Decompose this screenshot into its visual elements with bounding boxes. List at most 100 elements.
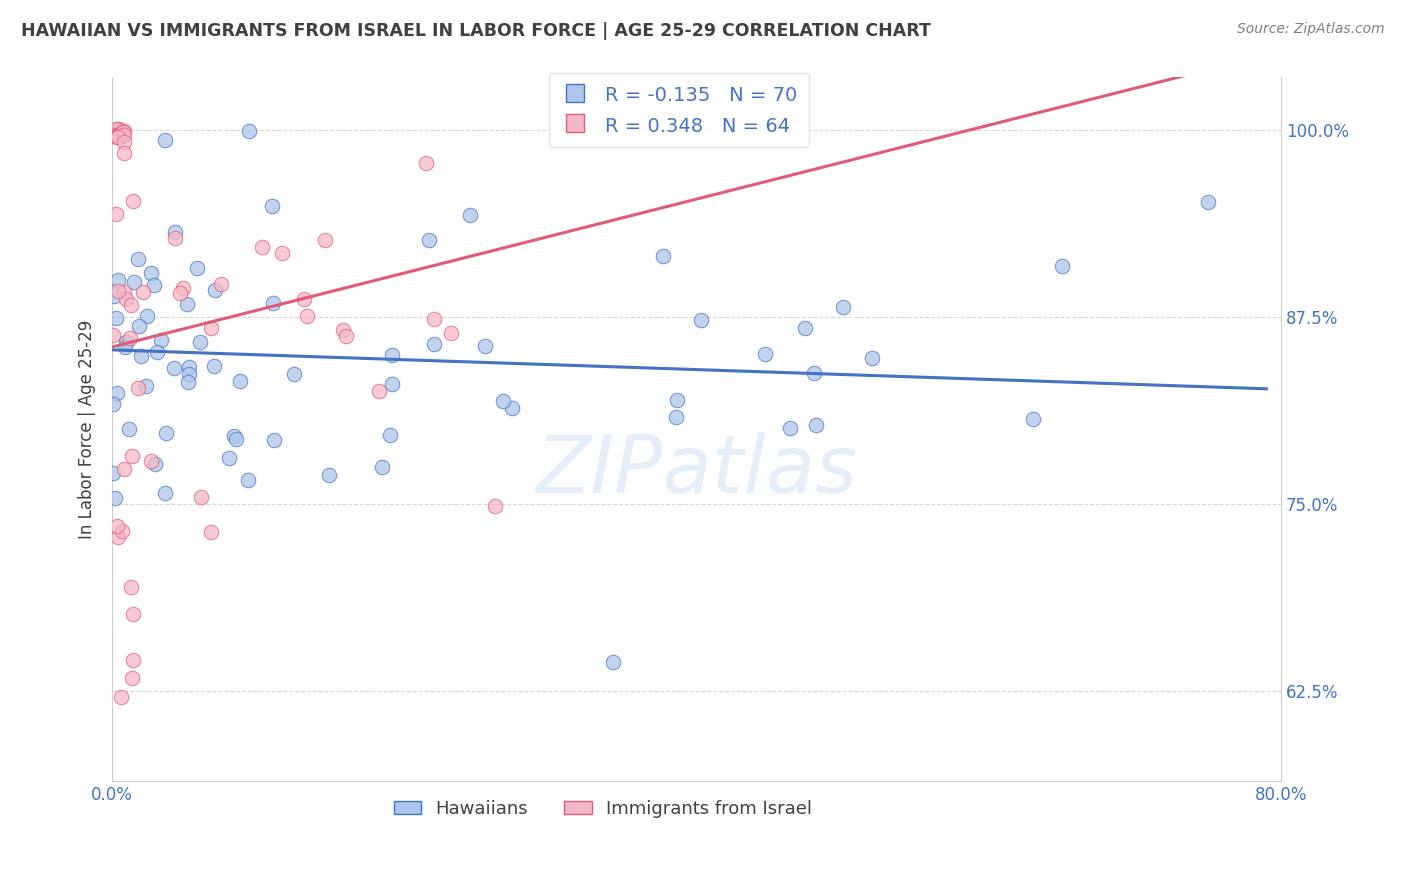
Point bbox=[314, 233, 336, 247]
Point bbox=[107, 530, 129, 544]
Point bbox=[104, 121, 127, 136]
Point bbox=[367, 384, 389, 398]
Point bbox=[110, 126, 132, 140]
Point bbox=[484, 499, 506, 513]
Point bbox=[602, 655, 624, 669]
Point bbox=[135, 379, 157, 393]
Point bbox=[689, 312, 711, 326]
Point bbox=[779, 421, 801, 435]
Point bbox=[112, 135, 135, 149]
Point bbox=[1021, 411, 1043, 425]
Point bbox=[121, 671, 143, 685]
Point bbox=[381, 377, 404, 392]
Point bbox=[176, 297, 198, 311]
Point bbox=[112, 462, 135, 476]
Point bbox=[651, 249, 673, 263]
Point bbox=[665, 409, 688, 424]
Point bbox=[190, 491, 212, 505]
Point bbox=[101, 128, 124, 142]
Point bbox=[665, 393, 688, 408]
Point bbox=[122, 607, 145, 621]
Point bbox=[492, 393, 515, 408]
Point bbox=[131, 285, 153, 299]
Point bbox=[260, 199, 283, 213]
Point bbox=[112, 125, 135, 139]
Y-axis label: In Labor Force | Age 25-29: In Labor Force | Age 25-29 bbox=[79, 319, 96, 539]
Point bbox=[209, 277, 232, 292]
Point bbox=[107, 273, 129, 287]
Point bbox=[127, 252, 149, 266]
Point bbox=[252, 239, 274, 253]
Point bbox=[188, 335, 211, 350]
Point bbox=[107, 130, 129, 145]
Point bbox=[172, 281, 194, 295]
Point bbox=[501, 401, 523, 415]
Point bbox=[107, 284, 129, 298]
Point bbox=[103, 288, 125, 302]
Point bbox=[108, 121, 131, 136]
Point bbox=[803, 366, 825, 380]
Point bbox=[179, 368, 201, 382]
Point bbox=[145, 345, 167, 359]
Point bbox=[1050, 260, 1073, 274]
Point bbox=[107, 128, 129, 142]
Text: HAWAIIAN VS IMMIGRANTS FROM ISRAEL IN LABOR FORCE | AGE 25-29 CORRELATION CHART: HAWAIIAN VS IMMIGRANTS FROM ISRAEL IN LA… bbox=[21, 22, 931, 40]
Point bbox=[107, 121, 129, 136]
Point bbox=[112, 285, 135, 300]
Point bbox=[238, 473, 260, 487]
Point bbox=[101, 124, 124, 138]
Point bbox=[224, 428, 246, 442]
Point bbox=[458, 208, 481, 222]
Point bbox=[381, 348, 404, 362]
Point bbox=[121, 194, 143, 208]
Point bbox=[793, 320, 815, 334]
Point bbox=[155, 132, 177, 146]
Point bbox=[440, 326, 463, 341]
Point bbox=[121, 449, 143, 463]
Point bbox=[118, 422, 141, 436]
Point bbox=[754, 347, 776, 361]
Point bbox=[143, 278, 166, 293]
Point bbox=[150, 333, 173, 347]
Point bbox=[200, 524, 222, 539]
Point bbox=[120, 581, 142, 595]
Point bbox=[136, 309, 159, 323]
Point bbox=[124, 275, 146, 289]
Point bbox=[423, 337, 446, 351]
Point bbox=[153, 486, 176, 500]
Point bbox=[108, 129, 131, 144]
Point bbox=[474, 339, 496, 353]
Point bbox=[177, 360, 200, 375]
Point bbox=[101, 129, 124, 144]
Point bbox=[163, 360, 186, 375]
Point bbox=[101, 328, 124, 343]
Point bbox=[318, 467, 340, 482]
Point bbox=[292, 293, 315, 307]
Point bbox=[129, 349, 152, 363]
Point bbox=[120, 298, 142, 312]
Point bbox=[225, 432, 247, 446]
Point bbox=[831, 300, 853, 314]
Text: ZIPatlas: ZIPatlas bbox=[536, 433, 858, 510]
Point bbox=[111, 524, 134, 538]
Point bbox=[115, 334, 138, 349]
Point bbox=[169, 286, 191, 301]
Point bbox=[121, 653, 143, 667]
Point bbox=[112, 145, 135, 160]
Point bbox=[104, 207, 127, 221]
Point bbox=[176, 375, 198, 389]
Point bbox=[263, 433, 285, 447]
Point bbox=[105, 385, 128, 400]
Point bbox=[270, 246, 292, 260]
Point bbox=[105, 128, 128, 143]
Point bbox=[297, 310, 319, 324]
Point bbox=[204, 283, 226, 297]
Point bbox=[202, 359, 225, 373]
Point bbox=[103, 466, 125, 480]
Point bbox=[101, 397, 124, 411]
Point bbox=[1197, 195, 1219, 210]
Point bbox=[371, 459, 394, 474]
Point bbox=[229, 374, 252, 388]
Legend: Hawaiians, Immigrants from Israel: Hawaiians, Immigrants from Israel bbox=[387, 792, 820, 825]
Point bbox=[118, 331, 141, 345]
